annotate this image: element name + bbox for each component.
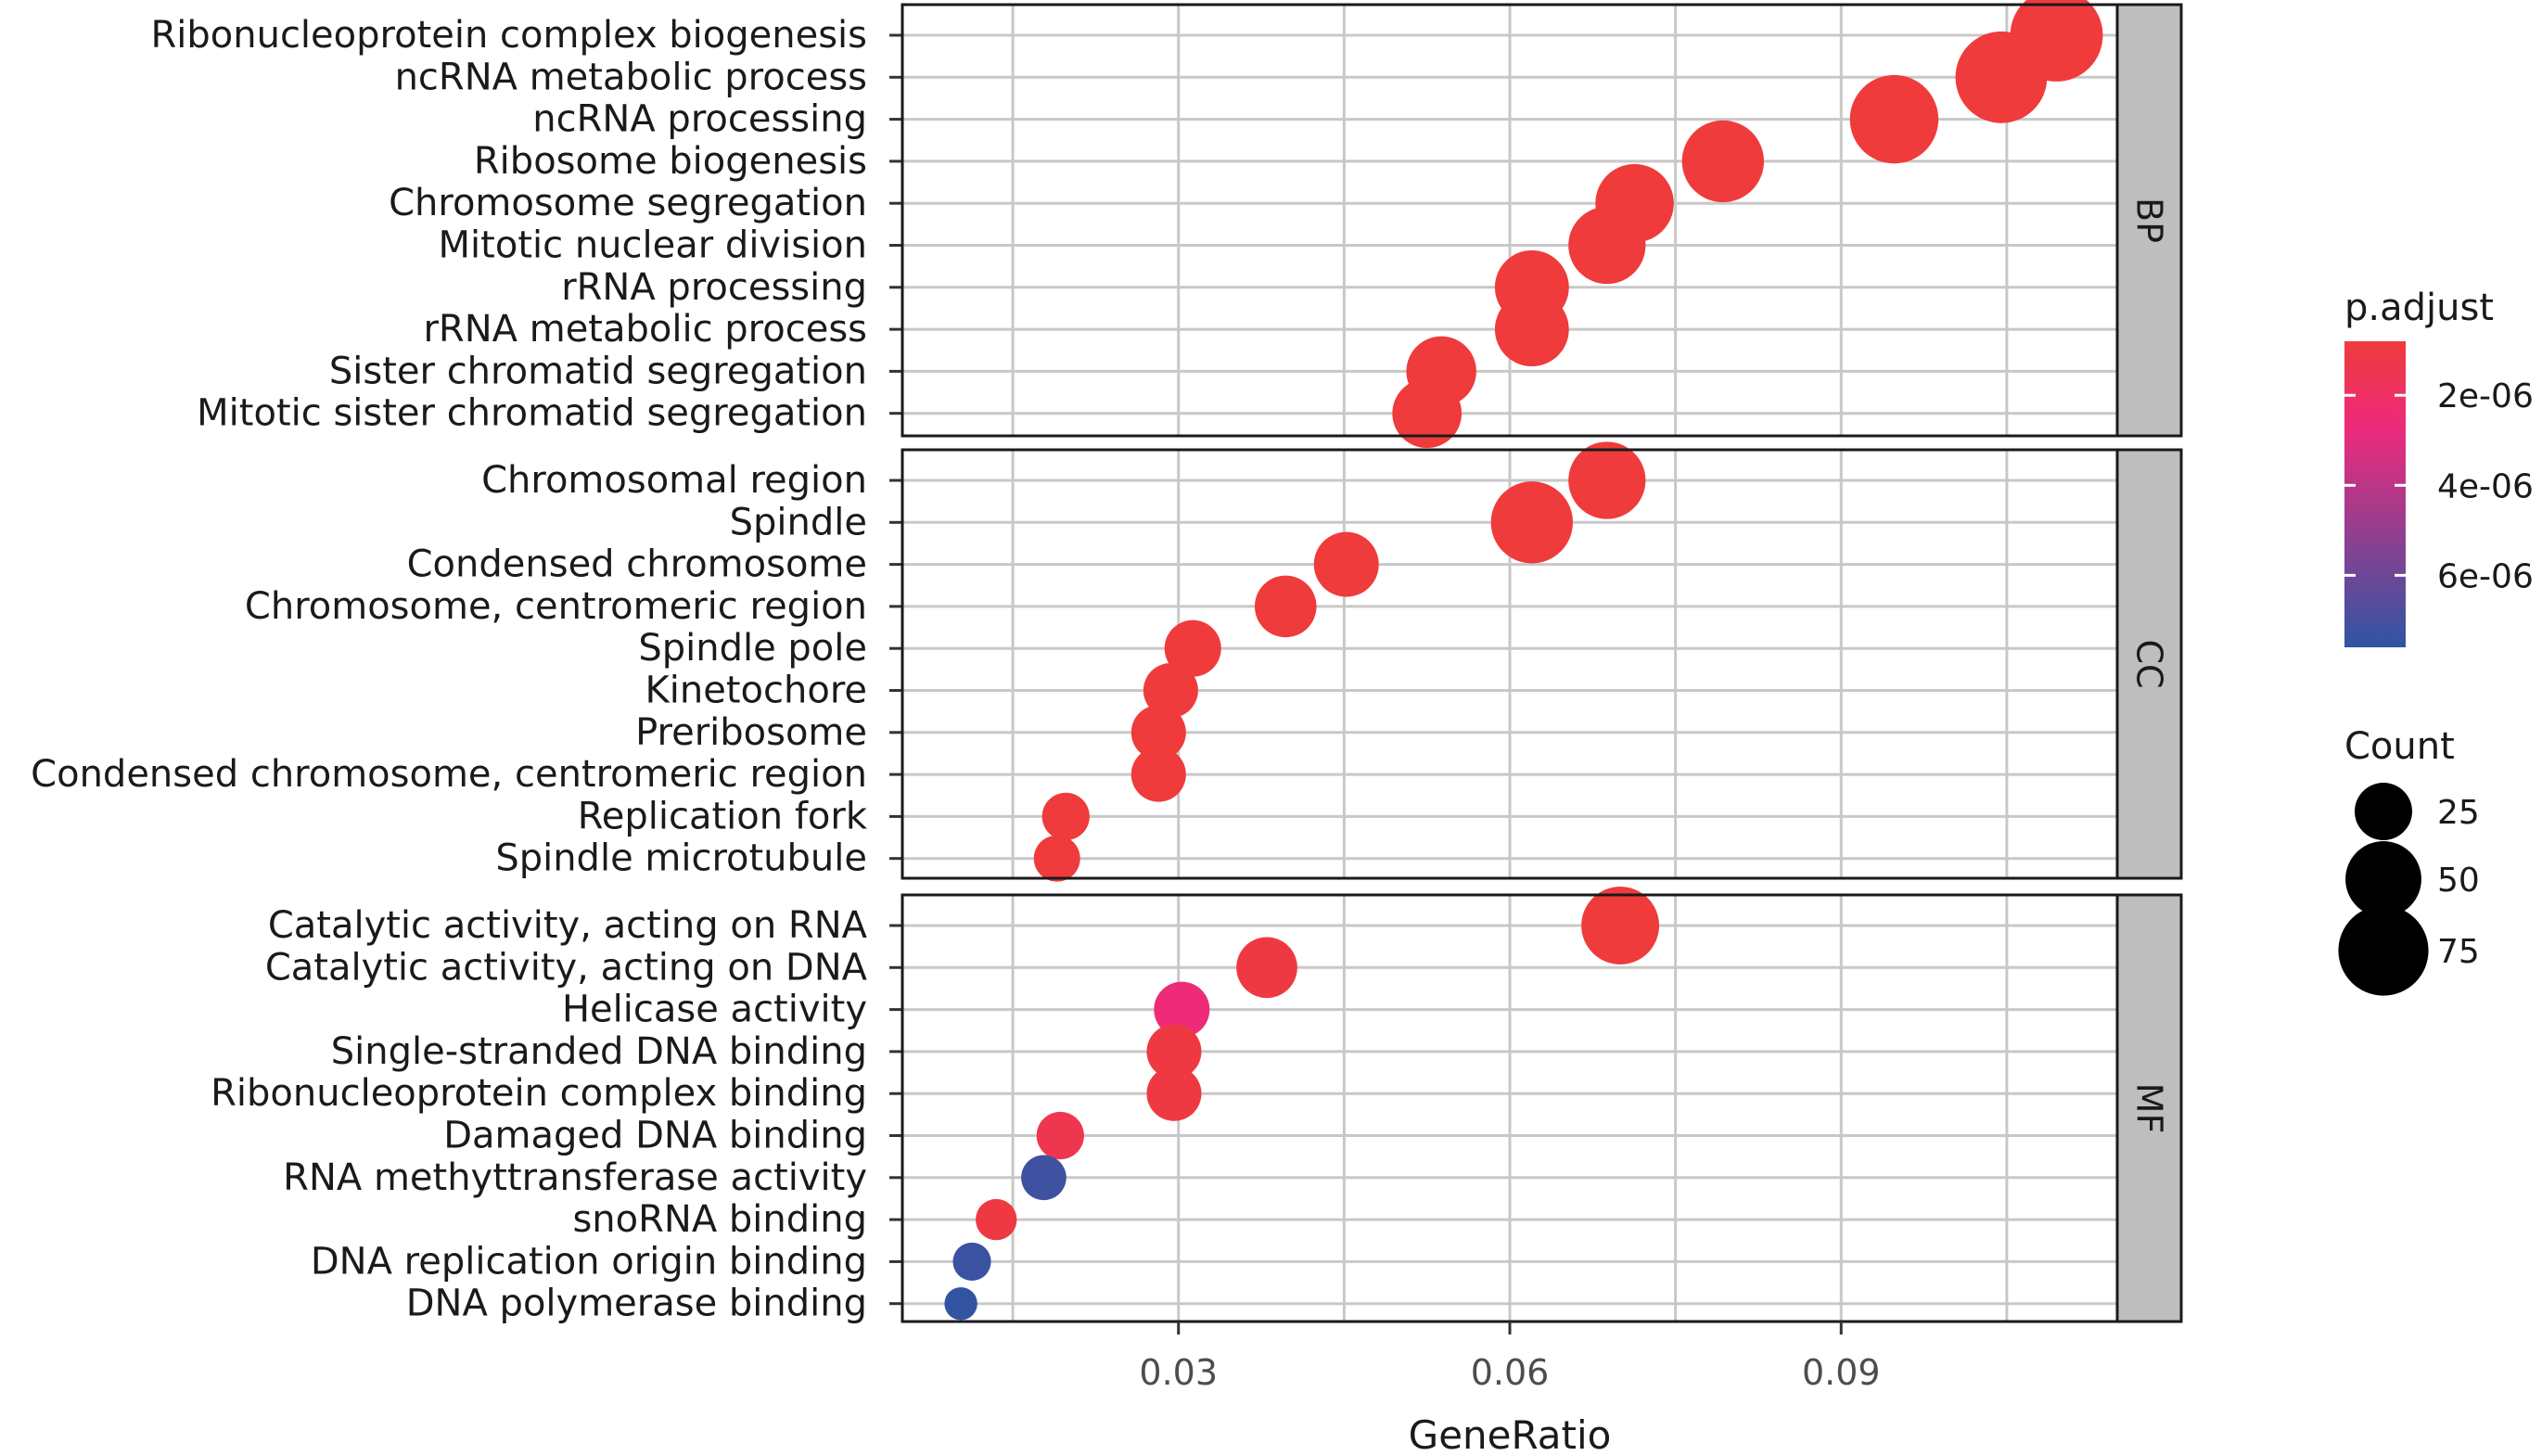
term-label-kinetochore: Kinetochore	[645, 670, 867, 712]
term-label-catalytic-activity-acting-on-rna: Catalytic activity, acting on RNA	[268, 904, 868, 947]
color-legend-label: 6e-06	[2437, 557, 2534, 595]
dot-catalytic-activity-acting-on-dna	[1236, 937, 1297, 999]
dot-spindle	[1490, 481, 1573, 564]
dot-ncrna-processing	[1849, 74, 1939, 164]
dot-helicase-activity	[1154, 981, 1210, 1038]
facet-strip	[2115, 448, 2183, 880]
color-legend-label: 2e-06	[2437, 377, 2534, 415]
term-label-ncrna-processing: ncRNA processing	[532, 98, 867, 141]
term-label-ncrna-metabolic-process: ncRNA metabolic process	[395, 56, 867, 98]
term-label-replication-fork: Replication fork	[578, 795, 868, 837]
term-label-rna-methyttransferase-activity: RNA methyttransferase activity	[283, 1156, 867, 1199]
dot-mitotic-sister-chromatid-segregation	[1392, 378, 1463, 449]
term-label-preribosome: Preribosome	[635, 711, 867, 754]
dot-single-stranded-dna-binding	[1146, 1024, 1202, 1079]
size-legend-title: Count	[2344, 725, 2455, 768]
dot-damaged-dna-binding	[1036, 1111, 1084, 1160]
dot-ncrna-metabolic-process	[1955, 31, 2048, 123]
dot-preribosome	[1130, 705, 1186, 760]
term-label-damaged-dna-binding: Damaged DNA binding	[443, 1115, 867, 1157]
term-label-catalytic-activity-acting-on-dna: Catalytic activity, acting on DNA	[265, 946, 868, 989]
facet-strip-label-cc: CC	[2129, 639, 2170, 688]
term-label-ribonucleoprotein-complex-biogenesis: Ribonucleoprotein complex biogenesis	[150, 14, 867, 57]
x-axis-title: GeneRatio	[1409, 1412, 1612, 1456]
size-legend-key	[2338, 905, 2429, 996]
dot-catalytic-activity-acting-on-rna	[1581, 887, 1660, 964]
facet-panel-mf: Catalytic activity, acting on RNACatalyt…	[211, 887, 2183, 1325]
facet-strip	[2115, 893, 2183, 1323]
term-label-helicase-activity: Helicase activity	[562, 989, 867, 1031]
dot-mitotic-nuclear-division	[1568, 206, 1646, 285]
size-legend-key	[2345, 841, 2421, 917]
dot-rrna-metabolic-process	[1494, 292, 1569, 367]
size-legend-label: 75	[2437, 933, 2480, 971]
dot-condensed-chromosome-centromeric-region	[1130, 747, 1186, 802]
color-legend-title: p.adjust	[2344, 287, 2494, 329]
dot-dna-polymerase-binding	[944, 1286, 977, 1321]
term-label-ribonucleoprotein-complex-binding: Ribonucleoprotein complex binding	[211, 1072, 867, 1115]
term-label-spindle: Spindle	[730, 501, 867, 543]
x-tick-label: 0.09	[1802, 1352, 1881, 1393]
dot-ribonucleoprotein-complex-binding	[1146, 1066, 1202, 1121]
size-legend-key	[2355, 783, 2412, 840]
dot-ribosome-biogenesis	[1681, 120, 1765, 203]
term-label-dna-replication-origin-binding: DNA replication origin binding	[311, 1240, 867, 1283]
term-label-chromosomal-region: Chromosomal region	[481, 459, 867, 502]
term-label-ribosome-biogenesis: Ribosome biogenesis	[474, 140, 867, 183]
dot-chromosomal-region	[1568, 441, 1646, 519]
term-label-single-stranded-dna-binding: Single-stranded DNA binding	[331, 1030, 867, 1073]
term-label-mitotic-sister-chromatid-segregation: Mitotic sister chromatid segregation	[197, 392, 867, 435]
size-legend-label: 50	[2437, 862, 2480, 900]
size-legend-label: 25	[2437, 794, 2480, 832]
term-label-dna-polymerase-binding: DNA polymerase binding	[406, 1283, 867, 1325]
dot-dna-replication-origin-binding	[952, 1242, 991, 1281]
term-label-spindle-pole: Spindle pole	[638, 627, 867, 670]
dot-kinetochore	[1143, 662, 1198, 719]
term-label-sister-chromatid-segregation: Sister chromatid segregation	[329, 350, 867, 392]
term-label-chromosome-centromeric-region: Chromosome, centromeric region	[245, 585, 867, 628]
dot-rna-methyttransferase-activity	[1021, 1155, 1067, 1201]
dot-chromosome-centromeric-region	[1254, 575, 1317, 638]
term-label-rrna-processing: rRNA processing	[561, 266, 867, 309]
term-label-rrna-metabolic-process: rRNA metabolic process	[423, 308, 867, 351]
color-bar	[2344, 341, 2406, 647]
term-label-spindle-microtubule: Spindle microtubule	[495, 837, 867, 880]
facet-strip-label-bp: BP	[2129, 198, 2170, 243]
term-label-mitotic-nuclear-division: Mitotic nuclear division	[439, 224, 867, 267]
facet-strip	[2115, 3, 2183, 438]
dot-snorna-binding	[976, 1198, 1017, 1241]
term-label-condensed-chromosome: Condensed chromosome	[407, 543, 867, 586]
color-legend-label: 4e-06	[2437, 467, 2534, 505]
dot-spindle-microtubule	[1033, 835, 1080, 882]
term-label-snorna-binding: snoRNA binding	[572, 1198, 867, 1241]
term-label-condensed-chromosome-centromeric-region: Condensed chromosome, centromeric region	[31, 753, 867, 796]
dot-replication-fork	[1041, 792, 1090, 840]
facet-strip-label-mf: MF	[2129, 1083, 2170, 1134]
dot-condensed-chromosome	[1313, 531, 1379, 597]
facet-panel-bp: Ribonucleoprotein complex biogenesisncRN…	[150, 0, 2183, 449]
x-tick-label: 0.06	[1471, 1352, 1550, 1393]
dot-spindle-pole	[1164, 619, 1221, 677]
term-label-chromosome-segregation: Chromosome segregation	[389, 182, 867, 224]
x-tick-label: 0.03	[1139, 1352, 1218, 1393]
